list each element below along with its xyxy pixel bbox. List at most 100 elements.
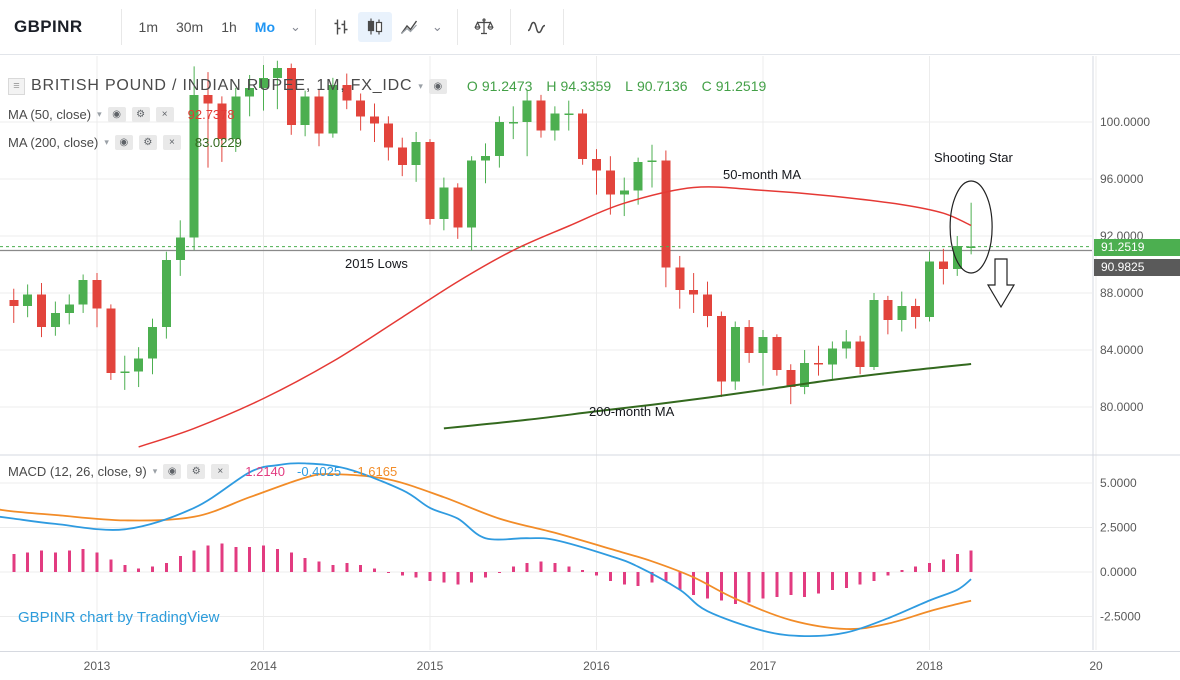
candle-body [23,294,33,306]
macd-caret-icon: ▾ [152,465,158,476]
annotation-shooting-star[interactable]: Shooting Star [934,150,1013,165]
macd-histogram-bar [456,572,460,585]
macd-histogram-bar [553,563,557,572]
compare-scales-icon [474,18,494,35]
settings-gear-icon[interactable]: ⚙ [138,134,157,150]
chart-style-menu-caret-icon[interactable]: ⌄ [426,19,449,35]
macd-histogram-bar [539,561,543,572]
macd-histogram-bar [789,572,793,596]
symbol-name[interactable]: GBPINR [8,17,113,37]
candle-body [425,141,435,219]
time-axis[interactable]: 2013 2014 2015 2016 2017 2018 20 [0,651,1180,680]
candle-body [259,77,268,88]
candle-body [148,327,157,359]
symbol-menu-caret-icon[interactable]: ▾ [418,80,423,91]
shooting-star-ellipse[interactable] [949,180,993,274]
macd-histogram-bar [442,572,446,583]
interval-button-1h[interactable]: 1h [212,13,246,41]
macd-histogram-bar [525,563,529,572]
candle-body [453,187,463,228]
annotation-2015-lows[interactable]: 2015 Lows [345,256,408,271]
interval-menu-caret-icon[interactable]: ⌄ [284,19,307,35]
close-icon[interactable]: × [211,463,230,479]
toolbar-divider [562,9,564,45]
close-icon[interactable]: × [155,106,174,122]
candle-body [592,159,601,171]
close-label: C [701,78,712,94]
close-icon[interactable]: × [162,134,181,150]
macd-histogram-bar [511,566,515,572]
candle-body [841,341,851,349]
macd-histogram-bar [400,572,404,576]
candle-body [9,300,19,306]
macd-histogram-bar [81,548,85,572]
down-arrow[interactable] [986,258,1016,309]
macd-histogram-bar [886,572,890,576]
candle-body [800,362,810,388]
ma50-legend-row: MA (50, close) ▾ ◉ ⚙ × 92.7378 [8,104,766,124]
macd-histogram-bar [761,572,765,599]
bars-icon [334,19,348,35]
macd-signal-value: -1.6165 [353,463,398,479]
macd-legend-row: MACD (12, 26, close, 9) ▾ ◉ ⚙ × 1.2140 -… [8,461,397,481]
interval-button-mo[interactable]: Mo [246,13,284,41]
compare-button[interactable] [466,12,502,42]
macd-histogram-bar [955,554,959,572]
candle-body [286,67,296,125]
candle-body [827,348,837,365]
macd-histogram-bar [331,564,335,572]
ma50-label[interactable]: MA (50, close) [8,106,92,122]
price-axis[interactable] [1093,56,1180,650]
candle-body [911,305,921,318]
annotation-50-month-ma[interactable]: 50-month MA [723,167,802,182]
chart-style-candles-button[interactable] [357,12,392,42]
toolbar-divider [456,9,458,45]
macd-histogram-bar [567,566,571,572]
candle-body [300,96,310,125]
candle-body [730,327,740,382]
chart-style-bars-button[interactable] [324,12,358,42]
area-icon [400,20,417,34]
toolbar-divider [509,9,511,45]
candle-body [439,187,449,219]
macd-label[interactable]: MACD (12, 26, close, 9) [8,463,147,479]
candle-body [938,261,948,269]
collapse-legend-icon[interactable]: ≡ [8,77,25,95]
eye-icon[interactable]: ◉ [107,106,126,122]
interval-button-1m[interactable]: 1m [130,13,167,41]
eye-icon[interactable]: ◉ [163,463,182,479]
eye-icon[interactable]: ◉ [114,134,133,150]
macd-histogram-bar [858,572,862,585]
interval-button-30m[interactable]: 30m [167,13,212,41]
macd-histogram-bar [969,550,973,572]
low-label: L [625,78,633,94]
macd-histogram-bar [220,543,224,572]
macd-signal-line [0,473,972,630]
candle-body [370,116,379,124]
candle-body [703,294,712,316]
chart-title[interactable]: BRITISH POUND / INDIAN RUPEE, 1M, FX_IDC [31,77,413,94]
indicators-button[interactable] [519,12,555,42]
macd-histogram-bar [928,563,931,572]
eye-icon[interactable]: ◉ [428,78,447,94]
ma50-value: 92.7378 [187,106,235,122]
price-tick-label: 88.0000 [1100,286,1144,300]
tradingview-watermark: GBPINR chart by TradingView [18,609,220,626]
settings-gear-icon[interactable]: ⚙ [187,463,206,479]
candle-body [758,337,768,353]
macd-histogram-bar [178,555,182,572]
candle-body [619,190,629,195]
settings-gear-icon[interactable]: ⚙ [131,106,150,122]
macd-values: 1.2140 -0.4025 -1.6165 [245,464,397,479]
candle-body [869,300,879,368]
macd-histogram-bar [664,572,668,581]
annotation-200-month-ma[interactable]: 200-month MA [589,404,675,419]
ma200-label[interactable]: MA (200, close) [8,134,99,150]
candle-body [744,327,754,353]
macd-histogram-bar [26,552,30,572]
open-label: O [466,78,478,94]
macd-histogram-bar [234,547,238,572]
chart-style-area-button[interactable] [392,12,426,42]
macd-histogram-bar [262,545,265,572]
